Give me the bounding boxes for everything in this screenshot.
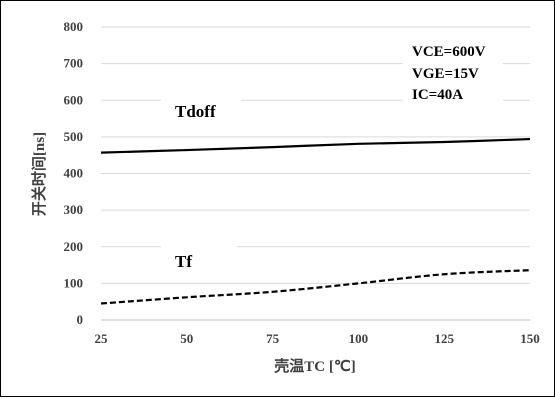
y-tick-label-700: 700: [64, 56, 84, 71]
x-tick-label-125: 125: [434, 331, 454, 346]
series-label-tf-background: [161, 243, 237, 275]
y-tick-label-0: 0: [77, 312, 84, 327]
x-tick-label-50: 50: [180, 331, 193, 346]
y-tick-label-400: 400: [64, 166, 84, 181]
annotation-vge: VGE=15V: [412, 66, 479, 82]
y-tick-labels: 0 100 200 300 400 500 600 700 800: [64, 19, 84, 327]
annotation-box: VCE=600V VGE=15V IC=40A: [403, 41, 503, 103]
series-layer: [100, 137, 531, 305]
x-tick-labels: 25 50 75 100 125 150: [95, 331, 540, 346]
series-label-tf-group: Tf: [161, 243, 237, 275]
series-label-tdoff-group: Tdoff: [161, 94, 241, 126]
y-tick-label-100: 100: [64, 275, 84, 290]
series-label-tdoff: Tdoff: [175, 102, 216, 121]
series-label-tf: Tf: [175, 252, 192, 271]
series-line-tf: [100, 269, 531, 305]
x-tick-label-150: 150: [520, 331, 540, 346]
series-label-tdoff-background: [161, 94, 241, 126]
x-tick-label-75: 75: [266, 331, 280, 346]
x-axis-title: 壳温TC [℃]: [273, 357, 355, 375]
annotation-vce: VCE=600V: [412, 44, 486, 60]
x-tick-label-25: 25: [95, 331, 109, 346]
annotation-ic: IC=40A: [412, 87, 463, 103]
x-tick-label-100: 100: [349, 331, 369, 346]
y-tick-label-800: 800: [64, 19, 84, 34]
y-axis-title: 开关时间[ns]: [30, 132, 48, 216]
y-tick-label-600: 600: [64, 92, 84, 107]
y-tick-label-500: 500: [64, 129, 84, 144]
y-tick-label-300: 300: [64, 202, 84, 217]
annotation-background: [403, 41, 503, 103]
y-tick-label-200: 200: [64, 239, 84, 254]
series-line-tdoff: [100, 137, 531, 154]
